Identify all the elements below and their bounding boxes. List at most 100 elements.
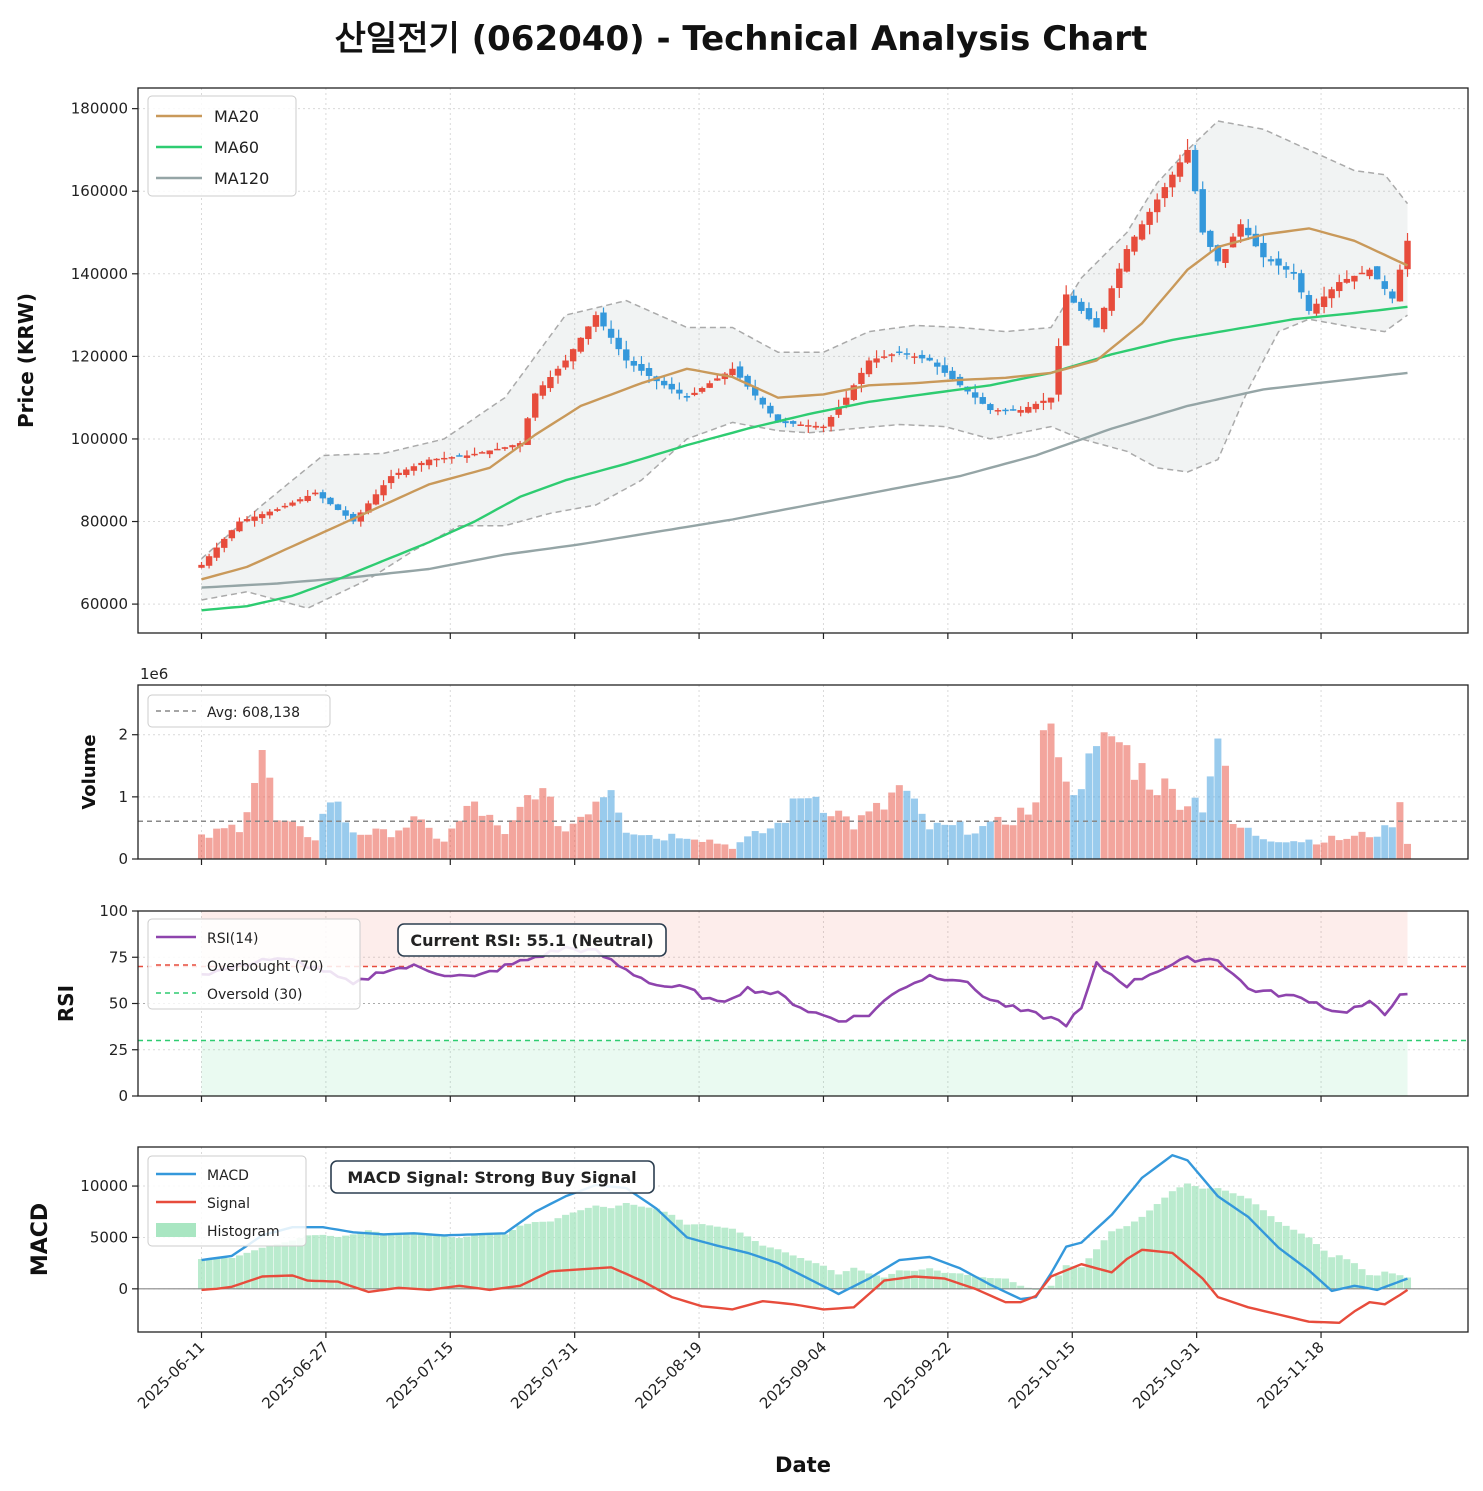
candle-body (1131, 236, 1138, 252)
volume-bar (880, 809, 888, 859)
volume-bar (812, 796, 820, 859)
volume-bar (448, 828, 456, 859)
volume-bar (774, 822, 782, 859)
histogram-bar (1085, 1258, 1093, 1289)
volume-bar (1123, 745, 1131, 859)
candle-body (1222, 249, 1229, 263)
histogram-bar (637, 1206, 645, 1289)
histogram-bar (433, 1234, 441, 1289)
candle-body (1267, 259, 1275, 262)
histogram-bar (524, 1223, 532, 1289)
volume-bar (516, 806, 524, 859)
volume-bar (706, 839, 714, 859)
volume-bar (842, 816, 850, 859)
candle-body (1108, 288, 1115, 311)
candle-body (494, 448, 501, 451)
candle-body (1116, 268, 1123, 289)
date-tick-label: 2025-07-31 (507, 1338, 581, 1412)
volume-bar (1184, 806, 1192, 859)
volume-bar (1191, 797, 1199, 859)
candle-body (1154, 199, 1161, 213)
date-tick-label: 2025-10-31 (1129, 1338, 1203, 1412)
volume-bar (243, 812, 251, 859)
histogram-bar (1237, 1195, 1245, 1289)
volume-bar (766, 828, 774, 859)
volume-bar (433, 838, 441, 859)
volume-ytick-label: 0 (118, 850, 128, 868)
macd-ytick-label: 0 (118, 1280, 128, 1298)
volume-bar (592, 801, 600, 859)
rsi-ylabel: RSI (54, 985, 78, 1022)
volume-bar (1206, 776, 1214, 859)
candle-body (615, 337, 622, 350)
volume-bar (372, 828, 380, 859)
candle-body (539, 385, 547, 396)
candle-body (1396, 269, 1404, 302)
histogram-bar (880, 1277, 888, 1289)
histogram-bar (865, 1273, 873, 1289)
volume-bar (964, 834, 972, 859)
candle-body (1207, 230, 1214, 247)
histogram-bar (1009, 1282, 1017, 1289)
candle-body (547, 377, 554, 389)
volume-bar (273, 820, 281, 859)
candle-body (926, 357, 933, 361)
volume-bar (493, 825, 501, 859)
volume-bar (1176, 809, 1184, 859)
volume-bar (425, 827, 433, 859)
volume-bar (1267, 841, 1275, 859)
candle-body (774, 414, 782, 423)
candle-body (858, 372, 865, 384)
volume-bar (1138, 763, 1146, 859)
candle-body (865, 360, 873, 375)
volume-bar (531, 799, 539, 859)
histogram-bar (713, 1226, 721, 1289)
candle-body (850, 385, 858, 400)
candle-body (630, 360, 638, 366)
histogram-bar (1138, 1216, 1146, 1289)
volume-bar (600, 797, 608, 859)
histogram-bar (562, 1214, 570, 1289)
histogram-bar (220, 1258, 228, 1289)
candle-body (729, 368, 736, 376)
candle-body (683, 395, 691, 398)
candle-body (994, 410, 1002, 412)
histogram-bar (387, 1234, 395, 1289)
volume-bar (888, 792, 896, 859)
candle-body (266, 511, 273, 516)
histogram-bar (304, 1235, 312, 1289)
candle-body (645, 368, 653, 376)
candle-body (918, 354, 926, 359)
histogram-bar (645, 1207, 653, 1289)
histogram-bar (486, 1232, 494, 1289)
histogram-bar (782, 1252, 790, 1289)
histogram-bar (835, 1274, 843, 1289)
histogram-bar (410, 1233, 418, 1289)
candle-body (577, 337, 584, 352)
price-ytick-label: 60000 (80, 595, 128, 613)
histogram-bar (592, 1205, 600, 1289)
volume-bar (1055, 757, 1063, 859)
candle-body (934, 362, 941, 367)
histogram-bar (357, 1232, 365, 1289)
volume-bar (1252, 835, 1260, 859)
volume-panel: 0 1 2 1e6 Avg: 608,138 Volume (79, 665, 1469, 868)
volume-bar (1358, 831, 1366, 859)
histogram-bar (1100, 1240, 1108, 1289)
histogram-bar (569, 1212, 577, 1289)
volume-bar (1312, 844, 1320, 859)
candle-body (1138, 224, 1146, 240)
bollinger-upper-line (201, 120, 1409, 560)
rsi-ytick-label: 50 (109, 995, 128, 1013)
candle-body (403, 469, 410, 475)
candle-body (334, 504, 342, 510)
volume-bar (1328, 835, 1336, 859)
histogram-bar (1184, 1183, 1192, 1289)
price-ylabel: Price (KRW) (14, 293, 38, 428)
volume-offset-label: 1e6 (140, 665, 168, 683)
macd-frame (137, 1146, 1469, 1333)
candle-body (1025, 406, 1032, 413)
volume-bar (1244, 827, 1252, 859)
histogram-bar (251, 1250, 259, 1289)
volume-bar (334, 801, 342, 859)
